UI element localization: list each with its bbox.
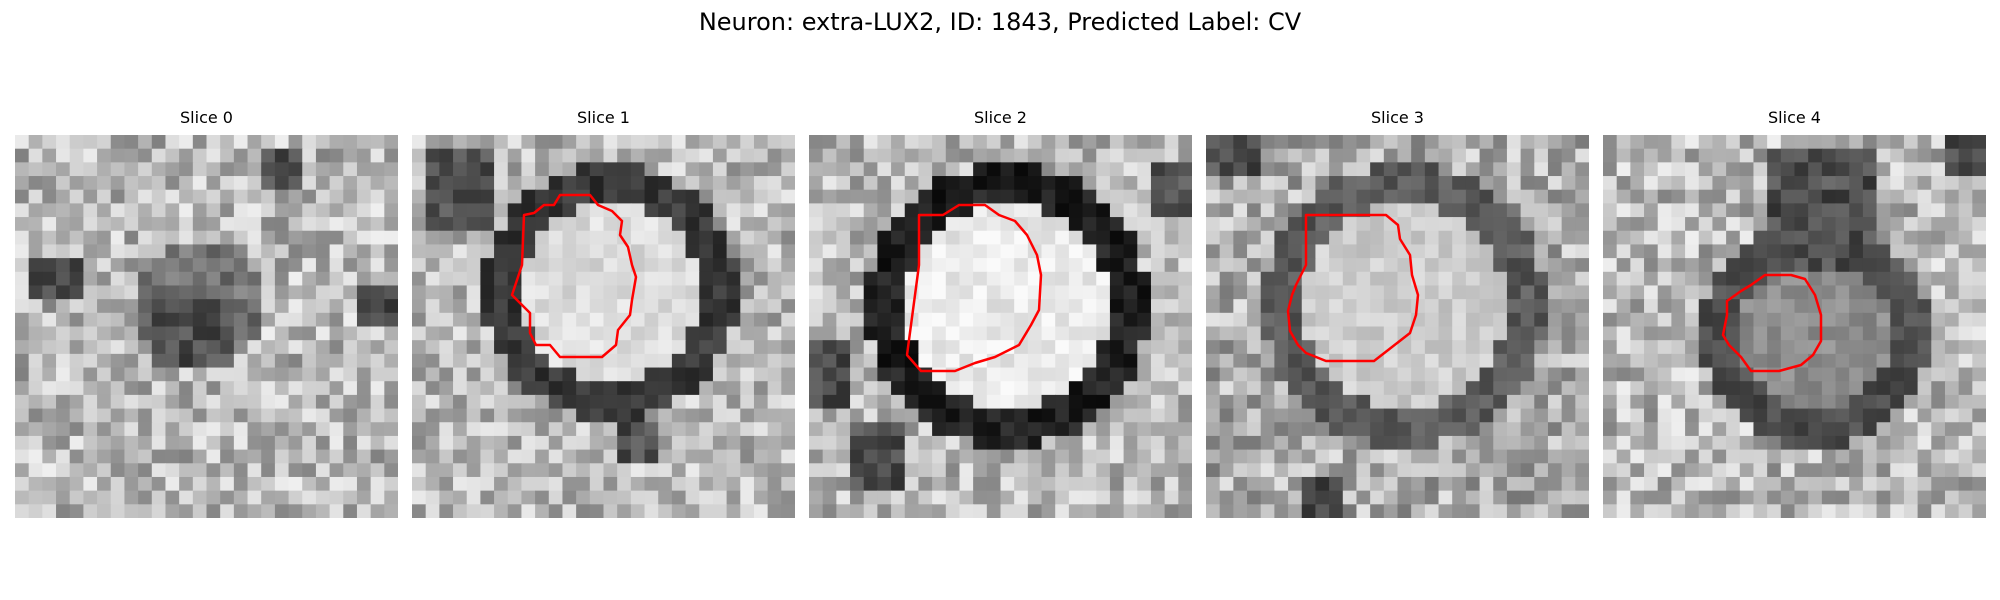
slice-panel-4: Slice 4 (1603, 108, 1986, 518)
slice-panel-3: Slice 3 (1206, 108, 1589, 518)
slice-title: Slice 3 (1371, 108, 1424, 127)
slice-title: Slice 0 (180, 108, 233, 127)
slice-panel-1: Slice 1 (412, 108, 795, 518)
segmentation-contour (905, 203, 1043, 373)
segmentation-contour (510, 193, 638, 359)
slice-panel-2: Slice 2 (809, 108, 1192, 518)
slice-panel-0: Slice 0 (15, 108, 398, 518)
slice-pixel-grid (809, 135, 1192, 518)
slice-image (1603, 135, 1986, 518)
slice-title: Slice 2 (974, 108, 1027, 127)
slice-pixel-grid (412, 135, 795, 518)
slice-image (412, 135, 795, 518)
slice-pixel-grid (1603, 135, 1986, 518)
slice-title: Slice 4 (1768, 108, 1821, 127)
slice-pixel-grid (15, 135, 398, 518)
slice-image (1206, 135, 1589, 518)
segmentation-contour (1286, 213, 1420, 363)
slice-title: Slice 1 (577, 108, 630, 127)
slice-image (809, 135, 1192, 518)
figure-title: Neuron: extra-LUX2, ID: 1843, Predicted … (698, 8, 1302, 36)
slice-pixel-grid (1206, 135, 1589, 518)
segmentation-contour (1721, 273, 1823, 373)
slice-image (15, 135, 398, 518)
